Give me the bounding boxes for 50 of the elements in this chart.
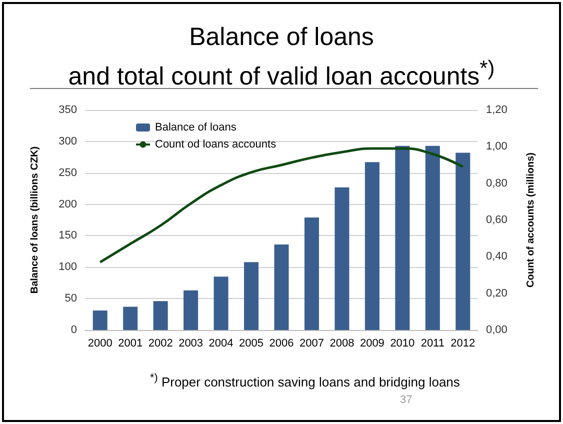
y-tick-label: 100 — [58, 261, 77, 274]
text: $^{*)}$ Proper construction saving loans and bridging loans — [150, 372, 460, 390]
bar — [123, 306, 138, 330]
legend-label: Count od loans accounts — [155, 138, 277, 150]
x-tick-label: 2008 — [330, 338, 354, 350]
y2-tick-label: 0,60 — [486, 214, 508, 226]
y2-tick-label: 1,00 — [486, 140, 508, 153]
y2-axis-title: Count of accounts (millions) — [526, 152, 536, 288]
text: 37 — [400, 394, 412, 406]
y2-tick-label: 0,00 — [486, 324, 508, 336]
x-tick-label: 2002 — [148, 338, 173, 350]
x-tick-label: 2006 — [269, 338, 294, 350]
y2-tick-label: 0,40 — [486, 250, 508, 263]
x-tick-label: 2005 — [239, 338, 264, 350]
bar — [184, 290, 198, 330]
y2-tick-label: 0,80 — [486, 177, 508, 190]
chart-title: Balance of loans — [188, 22, 375, 52]
bar — [395, 146, 410, 330]
bar — [274, 244, 289, 330]
x-tick-label: 2012 — [450, 338, 476, 350]
bar — [425, 146, 440, 330]
bar — [153, 301, 168, 330]
bar — [456, 152, 470, 330]
x-tick-label: 2009 — [360, 338, 384, 350]
y-tick-label: 250 — [58, 166, 77, 179]
x-tick-label: 2011 — [420, 338, 444, 350]
x-tick-label: 2004 — [208, 338, 234, 350]
chart-subtitle: and total count of valid loan accounts$^{*)}$ — [67, 56, 496, 92]
line-series — [98, 147, 464, 264]
bar — [244, 262, 259, 330]
bar — [364, 162, 380, 330]
y2-tick-label: 0,20 — [486, 287, 508, 300]
x-tick-label: 2010 — [390, 338, 415, 350]
bar — [304, 217, 319, 330]
bar — [92, 310, 108, 330]
bar — [214, 276, 228, 330]
y-tick-label: 350 — [58, 104, 77, 116]
y-tick-label: 200 — [58, 198, 77, 210]
x-tick-label: 2001 — [118, 338, 143, 350]
x-tick-label: 2007 — [299, 338, 324, 350]
y-tick-label: 50 — [64, 292, 77, 305]
y-tick-label: 300 — [58, 135, 77, 148]
legend-label: Balance of loans — [155, 122, 237, 134]
y-tick-label: 150 — [58, 230, 77, 242]
y-axis-title: Balance of loans (billions CZK) — [30, 146, 40, 294]
x-tick-label: 2000 — [88, 338, 112, 350]
y2-tick-label: 1,20 — [486, 104, 508, 116]
x-tick-label: 2003 — [178, 338, 204, 350]
bar — [334, 187, 350, 330]
y-tick-label: 0 — [70, 324, 77, 336]
